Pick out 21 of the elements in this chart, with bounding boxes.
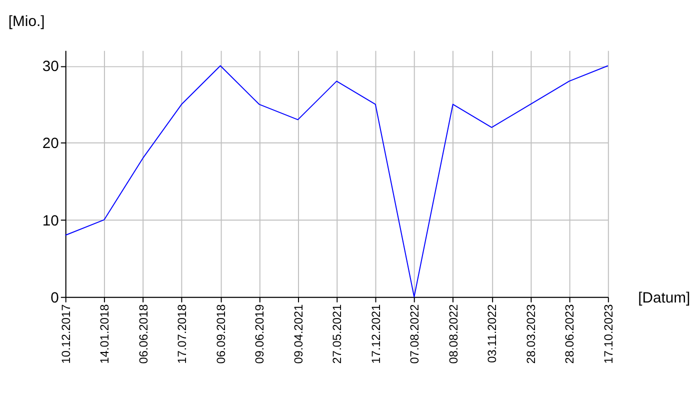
x-tick-label: 28.03.2023 [524,304,538,364]
x-tick-label: 09.04.2021 [291,304,306,364]
y-tick-label: 20 [42,136,59,152]
x-tick-label: 03.11.2022 [485,304,500,363]
x-tick-label: 14.01.2018 [98,304,112,364]
x-tick-label: 10.12.2017 [58,304,73,364]
x-tick-label: 17.10.2023 [601,304,616,364]
y-tick-label: 10 [42,213,59,230]
x-tick-label: 06.06.2018 [136,304,150,364]
x-tick-label: 09.06.2019 [252,304,267,364]
y-axis-title: [Mio.] [8,14,45,30]
y-tick-label: 30 [42,59,59,76]
x-tick-label: 17.12.2021 [368,304,383,364]
x-tick-label: 17.07.2018 [175,304,190,364]
x-tick-label: 08.08.2022 [446,304,460,364]
y-tick-label: 0 [50,290,59,306]
x-tick-label: 27.05.2021 [330,304,344,364]
x-tick-label: 28.06.2023 [562,304,577,364]
x-tick-label: 07.08.2022 [408,304,422,364]
x-axis-title: [Datum] [638,290,690,306]
x-tick-label: 06.09.2018 [214,304,228,364]
